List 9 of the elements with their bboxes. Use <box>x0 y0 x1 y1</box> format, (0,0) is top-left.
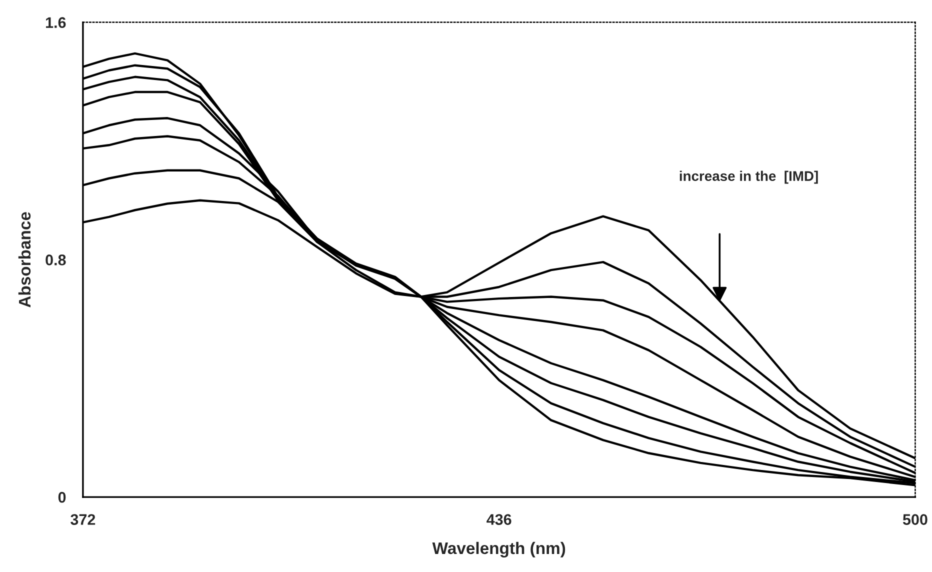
y-tick-label: 0 <box>58 492 66 503</box>
x-tick-label: 436 <box>486 514 512 525</box>
x-axis-title: Wavelength (nm) <box>432 542 566 558</box>
x-tick-label: 372 <box>70 514 96 525</box>
y-axis-title: Absorbance <box>18 212 31 308</box>
annotation: increase in the [IMD] <box>680 170 818 184</box>
x-tick-label: 500 <box>902 514 928 525</box>
y-tick-label: 1.6 <box>46 17 66 28</box>
y-tick-label: 0.8 <box>46 254 66 266</box>
